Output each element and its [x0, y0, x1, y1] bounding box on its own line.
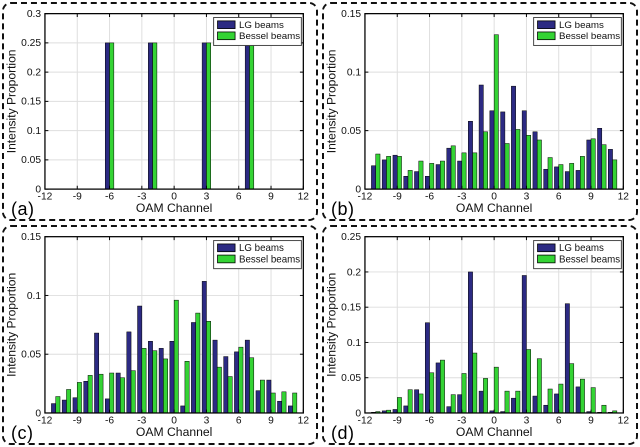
- panel-label-c: (c): [11, 423, 34, 443]
- svg-text:6: 6: [236, 416, 242, 427]
- svg-text:-3: -3: [457, 192, 466, 203]
- svg-text:LG beams: LG beams: [239, 243, 284, 254]
- svg-text:0.25: 0.25: [21, 38, 41, 49]
- svg-text:12: 12: [298, 416, 310, 427]
- svg-text:OAM Channel: OAM Channel: [136, 201, 212, 215]
- svg-text:Bessel beams: Bessel beams: [239, 31, 300, 42]
- svg-text:0.2: 0.2: [347, 267, 362, 278]
- svg-text:0.05: 0.05: [21, 350, 41, 361]
- svg-text:3: 3: [204, 192, 210, 203]
- svg-text:6: 6: [556, 192, 562, 203]
- svg-text:Bessel beams: Bessel beams: [559, 254, 620, 265]
- svg-text:0: 0: [491, 416, 497, 427]
- svg-text:OAM Channel: OAM Channel: [456, 425, 532, 439]
- svg-text:Bessel beams: Bessel beams: [239, 254, 300, 265]
- svg-text:0.1: 0.1: [347, 338, 362, 349]
- svg-text:3: 3: [204, 416, 210, 427]
- svg-text:LG beams: LG beams: [559, 243, 604, 254]
- svg-text:OAM Channel: OAM Channel: [136, 425, 212, 439]
- svg-text:9: 9: [268, 416, 274, 427]
- svg-text:-12: -12: [38, 416, 53, 427]
- svg-text:0.1: 0.1: [27, 126, 42, 137]
- svg-text:0.15: 0.15: [341, 9, 361, 20]
- panel-a: -12 -9 -6 -3 0 3 6 9 12 0 0.05 0.1 0.15 0.2 0.25 0.3 OAM…: [2, 2, 318, 221]
- svg-text:-3: -3: [457, 416, 466, 427]
- svg-text:12: 12: [618, 192, 630, 203]
- svg-text:-6: -6: [425, 192, 434, 203]
- panel-label-d: (d): [331, 423, 355, 443]
- svg-text:9: 9: [588, 192, 594, 203]
- svg-text:3: 3: [524, 192, 530, 203]
- svg-text:9: 9: [268, 192, 274, 203]
- svg-text:0.3: 0.3: [27, 9, 42, 20]
- svg-text:-9: -9: [73, 192, 82, 203]
- svg-text:Intensity Proportion: Intensity Proportion: [325, 273, 339, 377]
- svg-text:12: 12: [298, 192, 310, 203]
- svg-text:6: 6: [556, 416, 562, 427]
- bar-chart-c: -12 -9 -6 -3 0 3 6 9 12 0 0.05 0.1 0.15 OAM Channel In…: [4, 227, 316, 443]
- panel-c: -12 -9 -6 -3 0 3 6 9 12 0 0.05 0.1 0.15 OAM Channel In…: [2, 225, 318, 445]
- svg-text:-6: -6: [105, 416, 114, 427]
- svg-text:0: 0: [171, 192, 177, 203]
- svg-text:3: 3: [524, 416, 530, 427]
- svg-text:0: 0: [171, 416, 177, 427]
- svg-text:-6: -6: [105, 192, 114, 203]
- svg-text:-12: -12: [358, 416, 373, 427]
- svg-text:-6: -6: [425, 416, 434, 427]
- svg-text:12: 12: [618, 416, 630, 427]
- svg-text:-3: -3: [137, 416, 146, 427]
- svg-text:-3: -3: [137, 192, 146, 203]
- svg-text:-9: -9: [73, 416, 82, 427]
- svg-text:0.1: 0.1: [27, 291, 42, 302]
- svg-text:0.25: 0.25: [341, 232, 361, 243]
- svg-text:0.2: 0.2: [27, 68, 42, 79]
- svg-text:0: 0: [35, 408, 41, 419]
- svg-text:0.15: 0.15: [341, 303, 361, 314]
- svg-text:-9: -9: [393, 192, 402, 203]
- svg-text:Intensity Proportion: Intensity Proportion: [5, 49, 19, 153]
- svg-text:0.05: 0.05: [341, 126, 361, 137]
- svg-text:LG beams: LG beams: [239, 20, 284, 31]
- svg-text:0.15: 0.15: [21, 232, 41, 243]
- bar-chart-b: -12 -9 -6 -3 0 3 6 9 12 0 0.05 0.1 0.15 OAM Channel In…: [324, 4, 636, 219]
- svg-text:0: 0: [355, 408, 361, 419]
- svg-text:Intensity Proportion: Intensity Proportion: [325, 49, 339, 153]
- svg-text:0.15: 0.15: [21, 97, 41, 108]
- svg-text:Intensity Proportion: Intensity Proportion: [5, 273, 19, 377]
- svg-text:-9: -9: [393, 416, 402, 427]
- svg-text:OAM Channel: OAM Channel: [456, 201, 532, 215]
- svg-text:0.1: 0.1: [347, 68, 362, 79]
- svg-text:0: 0: [35, 185, 41, 196]
- bar-chart-a: -12 -9 -6 -3 0 3 6 9 12 0 0.05 0.1 0.15 0.2 0.25 0.3 OAM…: [4, 4, 316, 219]
- panel-b: -12 -9 -6 -3 0 3 6 9 12 0 0.05 0.1 0.15 OAM Channel In…: [322, 2, 638, 221]
- bar-chart-d: -12 -9 -6 -3 0 3 6 9 12 0 0.05 0.1 0.15 0.2 0.25 OAM Ch…: [324, 227, 636, 443]
- svg-text:-12: -12: [358, 192, 373, 203]
- panel-d: -12 -9 -6 -3 0 3 6 9 12 0 0.05 0.1 0.15 0.2 0.25 OAM Ch…: [322, 225, 638, 445]
- svg-text:0: 0: [355, 185, 361, 196]
- panel-label-a: (a): [11, 199, 35, 219]
- svg-text:0.05: 0.05: [21, 155, 41, 166]
- svg-text:9: 9: [588, 416, 594, 427]
- panel-label-b: (b): [331, 199, 355, 219]
- svg-text:-12: -12: [38, 192, 53, 203]
- svg-text:0: 0: [491, 192, 497, 203]
- svg-text:Bessel beams: Bessel beams: [559, 31, 620, 42]
- svg-text:LG beams: LG beams: [559, 20, 604, 31]
- svg-text:6: 6: [236, 192, 242, 203]
- svg-text:0.05: 0.05: [341, 373, 361, 384]
